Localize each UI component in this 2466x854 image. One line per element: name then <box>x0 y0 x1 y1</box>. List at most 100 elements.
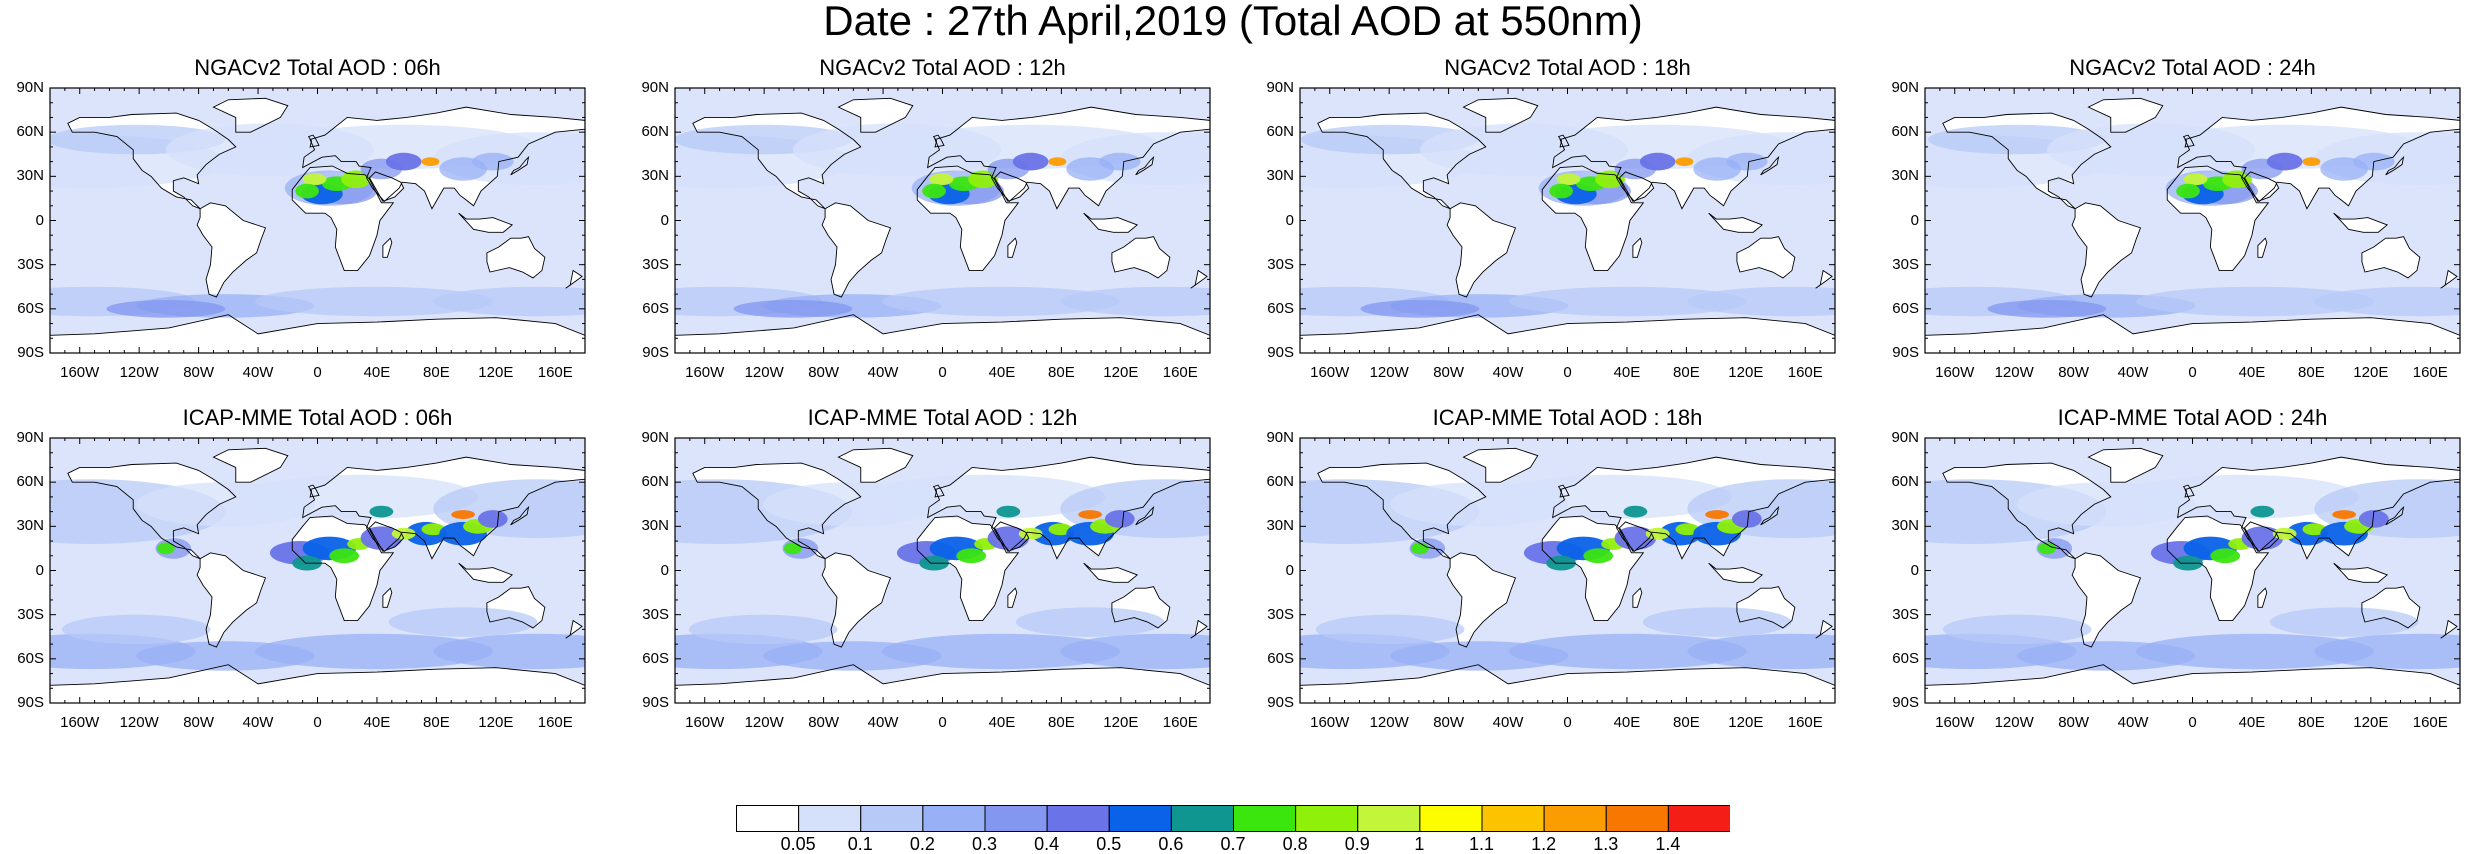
coastline-greenland <box>837 447 914 483</box>
coastline-southAmerica <box>2071 552 2142 648</box>
colorbar-label: 0.3 <box>971 834 998 854</box>
land-fill-greenland <box>2088 98 2163 133</box>
coastline-africa <box>291 165 395 272</box>
aod-patch <box>61 614 211 645</box>
aod-patch <box>295 183 319 199</box>
coastline-australia <box>2361 236 2421 279</box>
lon-label: 120E <box>1728 714 1764 731</box>
coastline-africa <box>2166 515 2270 622</box>
coastline-arabia <box>1618 521 1655 552</box>
colorbar-box <box>798 805 862 832</box>
lon-label: 40E <box>988 714 1016 731</box>
lat-label: 30S <box>642 605 669 623</box>
land-fill-newZealand <box>1815 620 1833 639</box>
lon-label: 120W <box>119 364 159 381</box>
land-fill-greenland <box>838 98 913 133</box>
lon-label: 120W <box>1369 364 1409 381</box>
lon-label: 160E <box>2412 714 2448 731</box>
aod-map <box>49 87 586 354</box>
lon-label: 160W <box>60 714 100 731</box>
coastline-southAmerica <box>821 202 892 298</box>
lon-label: 80E <box>2298 714 2325 731</box>
colorbar-label: 0.7 <box>1220 834 1246 854</box>
coastline-australia <box>486 586 546 629</box>
colorbar-box <box>1667 805 1730 832</box>
lon-label: 0 <box>313 364 322 381</box>
land-fill-southAmerica <box>2072 552 2141 648</box>
aod-patch <box>2332 510 2356 519</box>
land-fill-antarctica <box>675 314 1210 353</box>
aod-patch <box>477 510 508 528</box>
colorbar-label: 1.3 <box>1593 834 1619 854</box>
coastline-arabia <box>993 171 1030 202</box>
panel-title: ICAP-MME Total AOD : 24h <box>2057 405 2328 430</box>
lat-label: 90N <box>1891 79 1919 96</box>
colorbar-label: 0.1 <box>847 834 873 854</box>
land-fill-southAmerica <box>822 552 891 648</box>
aod-patch <box>2136 633 2374 670</box>
coastline-newZealand <box>2440 269 2458 289</box>
lon-label: 120E <box>1103 364 1139 381</box>
colorbar-label: 0.5 <box>1096 834 1122 854</box>
lon-label: 120E <box>478 714 514 731</box>
lon-label: 120E <box>1103 714 1139 731</box>
lat-label: 60S <box>1892 299 1919 317</box>
lon-label: 80E <box>1673 364 1700 381</box>
colorbar-box <box>1295 805 1359 832</box>
lon-label: 120W <box>1994 364 2034 381</box>
coastline-northAmerica <box>1317 112 1487 210</box>
coastline-australia <box>1111 236 1171 279</box>
coastline-antarctica <box>1925 314 2460 353</box>
map-panel: NGACv2 Total AOD : 06h 90N 60N 30N 0 30S 60S 90… <box>10 54 630 414</box>
aod-map <box>1299 87 1836 354</box>
aod-patch <box>929 173 954 186</box>
coastline-indonesia <box>1083 562 1139 583</box>
coastline-arabia <box>1618 171 1655 202</box>
land-fill-antarctica <box>675 664 1210 703</box>
coastline-eurasia <box>2177 456 2460 560</box>
coastline-greenland <box>837 97 914 133</box>
lat-label: 30N <box>641 517 669 535</box>
coastline-southAmerica <box>1446 552 1517 648</box>
land-fill-madagascar <box>2257 238 2267 258</box>
lon-label: 80E <box>1673 714 1700 731</box>
coastline-antarctica <box>1300 314 1835 353</box>
lon-label: 40W <box>2117 714 2149 731</box>
lon-label: 120W <box>119 714 159 731</box>
lat-label: 60N <box>1266 473 1294 491</box>
aod-patch <box>922 183 946 199</box>
colorbar-label: 0.8 <box>1282 834 1308 854</box>
aod-patch <box>2210 548 2241 564</box>
lat-label: 60S <box>1267 299 1294 317</box>
aod-patch <box>2266 152 2303 171</box>
lat-label: 0 <box>660 211 669 229</box>
land-fill-southAmerica <box>1447 202 1516 298</box>
coastline-newZealand <box>1190 619 1208 639</box>
land-fill-madagascar <box>2257 588 2267 608</box>
lat-label: 60N <box>1891 123 1919 141</box>
lat-label: 30N <box>1891 517 1919 535</box>
land-fill-greenland <box>838 448 913 483</box>
coastline-southAmerica <box>196 202 267 298</box>
lat-label: 0 <box>35 561 44 579</box>
land-fill-madagascar <box>382 588 392 608</box>
land-fill-greenland <box>213 448 288 483</box>
aod-patch <box>2037 542 2056 555</box>
lon-label: 80W <box>808 364 840 381</box>
coastline-africa <box>916 515 1020 622</box>
lat-label: 0 <box>1910 561 1919 579</box>
coastline-eurasia <box>302 456 585 560</box>
coastline-northAmerica <box>692 112 862 210</box>
land-fill-australia <box>1736 236 1795 278</box>
aod-patch <box>106 300 226 318</box>
lat-label: 0 <box>1285 211 1294 229</box>
aod-map <box>1924 437 2461 704</box>
colorbar-label: 0.2 <box>909 834 935 854</box>
coastline-northAmerica <box>692 462 862 560</box>
coastline-antarctica <box>675 314 1210 353</box>
aod-patch <box>1639 152 1676 171</box>
land-fill-australia <box>2361 236 2420 278</box>
coastline-newZealand <box>565 269 583 289</box>
coastline-uk <box>307 484 320 498</box>
map-panel: ICAP-MME Total AOD : 24h 90N 60N 30N 0 30S 60S… <box>1885 404 2466 764</box>
